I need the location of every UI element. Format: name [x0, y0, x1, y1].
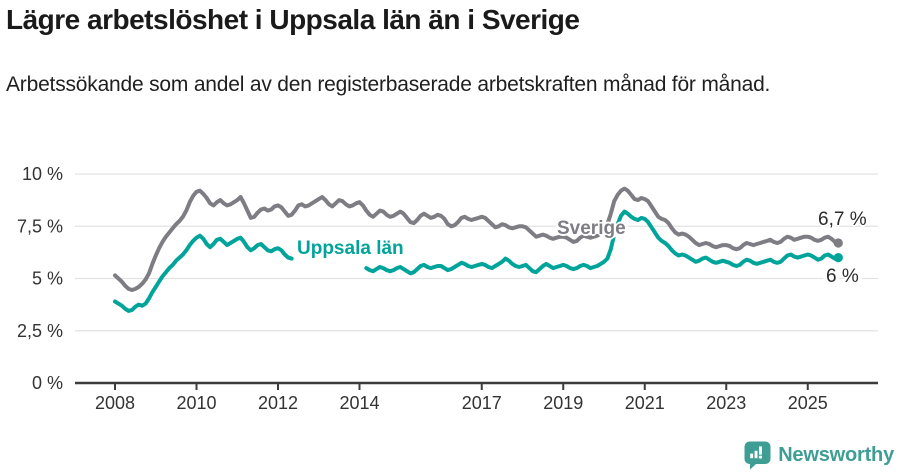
y-tick-label: 7,5 %	[17, 216, 63, 236]
series-line-uppsala-lan	[113, 233, 294, 313]
x-tick-label: 2021	[625, 393, 665, 413]
series-line-uppsala-lan	[364, 209, 841, 276]
x-tick-label: 2012	[258, 393, 298, 413]
series-label-uppsala-lan: Uppsala län	[297, 238, 404, 259]
series-line-sverige	[113, 186, 841, 292]
end-value-label-sverige: 6,7 %	[818, 209, 867, 230]
newsworthy-logo-text: Newsworthy	[778, 443, 894, 466]
x-tick-label: 2014	[339, 393, 379, 413]
y-tick-label: 2,5 %	[17, 321, 63, 341]
bar-chart-speech-bubble-icon	[744, 441, 771, 469]
x-tick-label: 2017	[462, 393, 502, 413]
y-tick-label: 5 %	[32, 269, 63, 289]
newsworthy-logo: Newsworthy	[744, 440, 894, 470]
chart-subtitle: Arbetssökande som andel av den registerb…	[6, 73, 771, 96]
x-tick-label: 2023	[706, 393, 746, 413]
x-tick-label: 2008	[95, 393, 135, 413]
y-tick-label: 0 %	[32, 373, 63, 393]
end-dot-uppsala-lan	[833, 253, 843, 263]
chart-title: Lägre arbetslöshet i Uppsala län än i Sv…	[6, 4, 580, 35]
end-dot-sverige	[833, 238, 843, 248]
end-value-label-uppsala-lan: 6 %	[826, 266, 859, 287]
x-tick-label: 2019	[543, 393, 583, 413]
x-tick-label: 2010	[176, 393, 216, 413]
x-tick-label: 2025	[788, 393, 828, 413]
series-label-sverige: Sverige	[557, 218, 626, 239]
y-tick-label: 10 %	[22, 164, 63, 184]
